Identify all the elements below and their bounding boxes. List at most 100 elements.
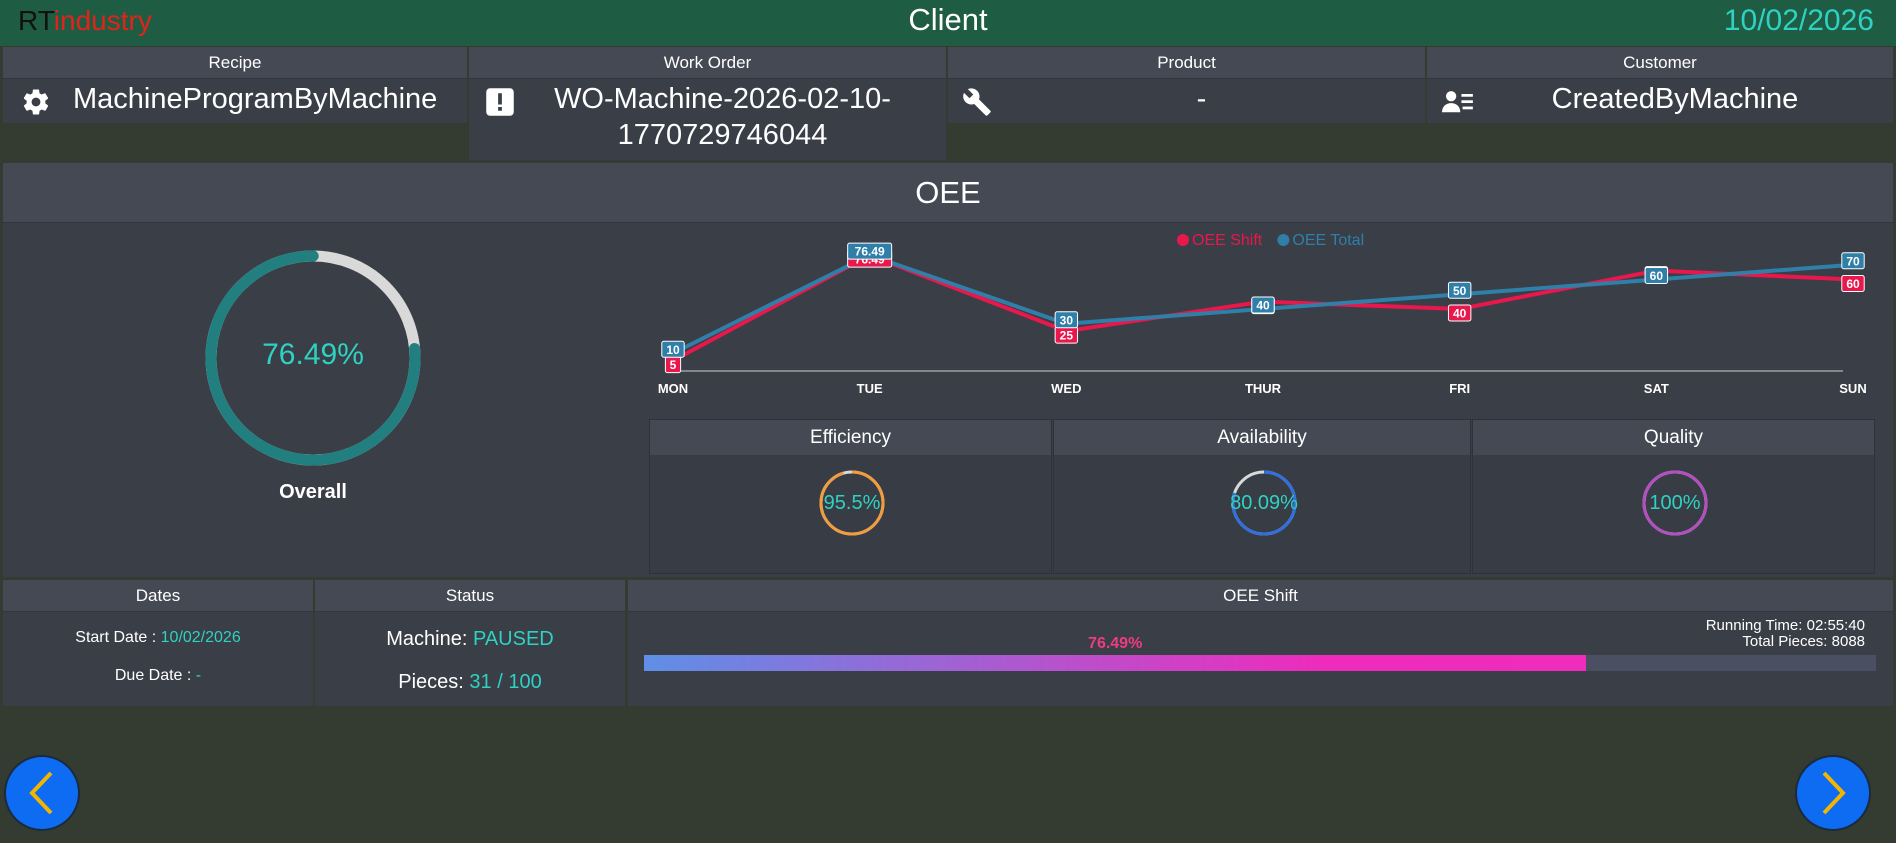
start-date-value: 10/02/2026 <box>160 629 241 646</box>
machine-status-label: Machine: <box>386 628 473 650</box>
due-date-label: Due Date : <box>114 667 196 684</box>
data-label: 30 <box>1060 313 1074 327</box>
quality-value: 100% <box>1649 492 1701 514</box>
data-label: 50 <box>1453 284 1467 298</box>
data-label-box <box>661 340 685 358</box>
data-label-box <box>1054 311 1079 329</box>
legend-label: OEE Shift <box>1192 232 1263 249</box>
brand-industry: industry <box>53 5 152 36</box>
next-button[interactable] <box>1797 757 1869 829</box>
data-label: 5 <box>670 358 677 372</box>
pieces-value: 31 / 100 <box>469 671 542 693</box>
legend-marker <box>1277 234 1290 246</box>
quality-gauge: 100% <box>1641 469 1709 537</box>
chevron-left-icon <box>29 771 53 815</box>
availability-panel: Availability 80.09% <box>1053 419 1471 574</box>
oee-shift-track: 76.49% <box>644 635 1876 671</box>
machine-status-value: PAUSED <box>472 628 554 650</box>
data-label: 70 <box>1846 254 1860 268</box>
start-date-label: Start Date : <box>75 629 161 646</box>
page-title: Client <box>908 2 988 37</box>
chevron-right-icon <box>1822 771 1846 815</box>
data-label-box <box>1644 267 1669 284</box>
availability-label: Availability <box>1054 420 1470 455</box>
oee-shift-fill <box>644 655 1587 671</box>
running-time: Running Time: 02:55:40 <box>1705 617 1865 634</box>
gear-icon <box>19 85 53 119</box>
efficiency-gauge: 95.5% <box>818 469 886 537</box>
overall-value: 76.49% <box>262 338 364 371</box>
product-value: - <box>1196 83 1207 115</box>
data-label: 40 <box>1453 307 1467 321</box>
due-date: Due Date : - <box>3 667 313 685</box>
oee-shift-panel: OEE Shift Running Time: 02:55:40 Total P… <box>628 580 1893 706</box>
user-list-icon <box>1441 85 1475 119</box>
data-label-box <box>1251 296 1275 314</box>
product-panel: Product - <box>948 47 1425 123</box>
brand-rt: RT <box>18 5 54 36</box>
data-label: 60 <box>1846 277 1860 291</box>
chart-x-tick-label: WED <box>1051 381 1081 395</box>
overall-label: Overall <box>279 481 347 503</box>
pieces-label: Pieces: <box>398 671 470 693</box>
start-date: Start Date : 10/02/2026 <box>3 629 313 647</box>
efficiency-value: 95.5% <box>823 492 881 514</box>
data-label-box <box>1841 252 1865 270</box>
data-label-box <box>1447 304 1472 322</box>
data-label-box <box>847 242 893 260</box>
data-label: 60 <box>1650 269 1664 283</box>
availability-value: 80.09% <box>1230 492 1298 514</box>
header-date: 10/02/2026 <box>1723 4 1874 37</box>
due-date-value: - <box>195 667 202 684</box>
legend-marker <box>1177 234 1189 246</box>
total-pieces: Total Pieces: 8088 <box>1742 633 1865 650</box>
overall-gauge: 76.49% <box>203 248 423 468</box>
work-order-value: WO-Machine-2026-02-10- 1770729746044 <box>469 79 946 153</box>
recipe-value: MachineProgramByMachine <box>73 83 438 115</box>
customer-panel: Customer CreatedByMachine <box>1427 47 1893 123</box>
machine-status: Machine: PAUSED <box>315 628 625 651</box>
product-label: Product <box>948 47 1425 79</box>
data-label-box <box>1841 275 1865 292</box>
exclamation-icon <box>483 85 517 119</box>
oee-shift-percent: 76.49% <box>1088 635 1143 652</box>
status-panel: Status Machine: PAUSED Pieces: 31 / 100 <box>315 580 625 706</box>
work-order-panel: Work Order WO-Machine-2026-02-10- 177072… <box>469 47 946 160</box>
work-order-line1: WO-Machine-2026-02-10- <box>554 83 891 115</box>
data-label-box <box>1447 281 1472 299</box>
dates-panel: Dates Start Date : 10/02/2026 Due Date :… <box>3 580 313 706</box>
pieces-count: Pieces: 31 / 100 <box>315 671 625 694</box>
chart-x-tick-label: THUR <box>1245 381 1282 395</box>
data-label: 40 <box>1256 299 1270 313</box>
customer-label: Customer <box>1427 47 1893 79</box>
efficiency-panel: Efficiency 95.5% <box>649 419 1052 574</box>
prev-button[interactable] <box>6 757 78 829</box>
quality-panel: Quality 100% <box>1472 419 1875 574</box>
chart-x-tick-label: FRI <box>1449 381 1470 395</box>
oee-shift-label: OEE Shift <box>628 580 1893 612</box>
availability-gauge: 80.09% <box>1230 469 1298 537</box>
dates-label: Dates <box>3 580 313 612</box>
top-bar: RTindustry Client 10/02/2026 <box>0 0 1896 46</box>
customer-value: CreatedByMachine <box>1551 83 1799 115</box>
chart-x-tick-label: MON <box>658 381 688 395</box>
oee-panel: OEE 76.49% Overall MON TUE WED THUR FRI SAT SU… <box>3 163 1893 577</box>
data-label: 25 <box>1060 329 1074 343</box>
oee-line-chart: MON TUE WED THUR FRI SAT SUN OEE Shift OEE Total… <box>658 232 1867 395</box>
recipe-panel: Recipe MachineProgramByMachine <box>3 47 467 123</box>
oee-title: OEE <box>3 163 1893 223</box>
chart-x-tick-label: TUE <box>857 381 883 395</box>
wrench-icon <box>960 85 994 119</box>
legend-label: OEE Total <box>1292 232 1364 249</box>
chart-x-tick-label: SUN <box>1839 381 1866 395</box>
efficiency-label: Efficiency <box>650 420 1051 455</box>
recipe-label: Recipe <box>3 47 467 79</box>
work-order-label: Work Order <box>469 47 946 79</box>
quality-label: Quality <box>1473 420 1874 455</box>
status-label: Status <box>315 580 625 612</box>
work-order-line2: 1770729746044 <box>617 119 828 151</box>
brand-logo: RTindustry <box>18 4 152 38</box>
data-label: 76.49 <box>855 245 885 259</box>
overall-gauge-arc <box>205 250 421 466</box>
chart-x-tick-label: SAT <box>1644 381 1669 395</box>
